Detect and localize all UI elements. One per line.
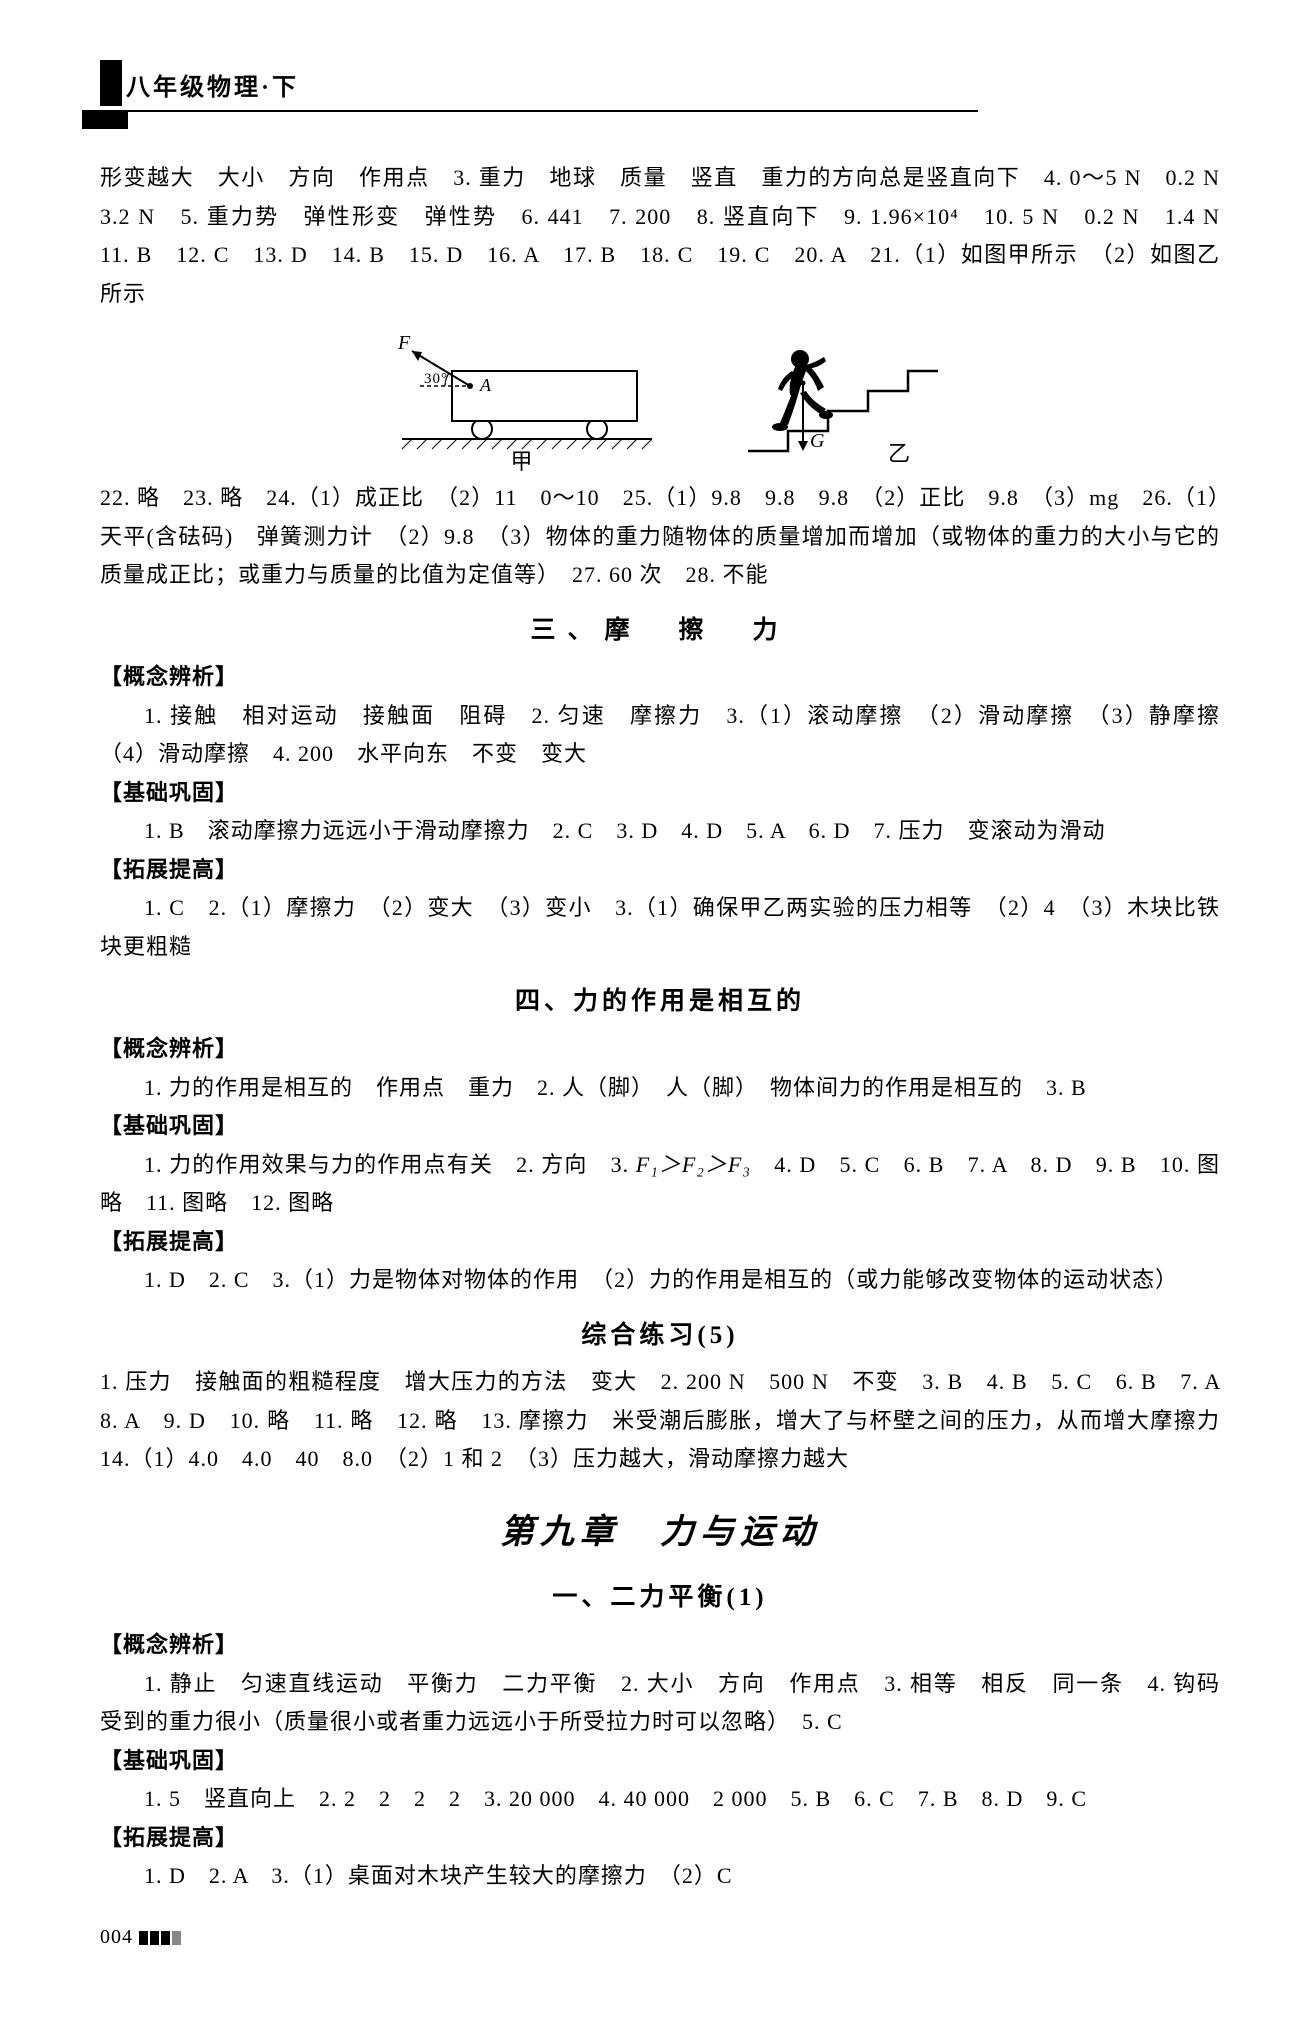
diagram-row: A F 30° 甲 (100, 331, 1220, 471)
diagram-jia: A F 30° 甲 (372, 331, 662, 471)
sec9-1-h2: 【基础巩固】 (100, 1742, 1220, 1781)
section-3-title: 三、摩 擦 力 (100, 609, 1220, 653)
header-ornament (100, 60, 122, 106)
sec9-1-p1: 1. 静止 匀速直线运动 平衡力 二力平衡 2. 大小 方向 作用点 3. 相等… (100, 1665, 1220, 1742)
sec3-h2: 【基础巩固】 (100, 774, 1220, 813)
sec5-p1: 1. 压力 接触面的粗糙程度 增大压力的方法 变大 2. 200 N 500 N… (100, 1363, 1220, 1479)
section-5-title: 综合练习(5) (100, 1314, 1220, 1358)
answers-block-1: 形变越大 大小 方向 作用点 3. 重力 地球 质量 竖直 重力的方向总是竖直向… (100, 159, 1220, 313)
sec9-1-p3: 1. D 2. A 3.（1）桌面对木块产生较大的摩擦力 （2）C (100, 1857, 1220, 1896)
footer-ornament (161, 1931, 170, 1945)
sec9-1-p2: 1. 5 竖直向上 2. 2 2 2 2 3. 20 000 4. 40 000… (100, 1780, 1220, 1819)
label-A: A (479, 375, 492, 395)
footer-ornament (172, 1931, 181, 1945)
page-footer: 004 (100, 1926, 1220, 1949)
header-sub-ornament (82, 111, 128, 129)
caption-jia: 甲 (510, 449, 533, 471)
sec3-h1: 【概念辨析】 (100, 658, 1220, 697)
sec9-1-h1: 【概念辨析】 (100, 1626, 1220, 1665)
page-number: 004 (100, 1926, 133, 1948)
footer-ornament (150, 1931, 159, 1945)
diagram-yi: G 乙 (728, 331, 948, 471)
sec3-p2: 1. B 滚动摩擦力远远小于滑动摩擦力 2. C 3. D 4. D 5. A … (100, 812, 1220, 851)
answers-block-2: 22. 略 23. 略 24.（1）成正比 （2）11 0～10 25.（1）9… (100, 479, 1220, 595)
label-G: G (810, 430, 825, 452)
sec3-p3: 1. C 2.（1）摩擦力 （2）变大 （3）变小 3.（1）确保甲乙两实验的压… (100, 889, 1220, 966)
label-F: F (397, 332, 411, 354)
header-rule (82, 110, 978, 112)
label-angle: 30° (424, 371, 448, 387)
sec3-h3: 【拓展提高】 (100, 851, 1220, 890)
sec3-p1: 1. 接触 相对运动 接触面 阻碍 2. 匀速 摩擦力 3.（1）滚动摩擦 （2… (100, 697, 1220, 774)
sec9-1-h3: 【拓展提高】 (100, 1819, 1220, 1858)
content: 形变越大 大小 方向 作用点 3. 重力 地球 质量 竖直 重力的方向总是竖直向… (100, 159, 1220, 1896)
sec4-h1: 【概念辨析】 (100, 1030, 1220, 1069)
caption-yi: 乙 (888, 441, 911, 466)
sec4-h3: 【拓展提高】 (100, 1223, 1220, 1262)
footer-ornament (139, 1931, 148, 1945)
section-4-title: 四、力的作用是相互的 (100, 980, 1220, 1024)
header-title: 八年级物理·下 (126, 67, 299, 106)
sec4-p2-f: F₁＞F₂＞F₃ (636, 1152, 751, 1177)
page-header: 八年级物理·下 (100, 60, 1220, 106)
sec4-h2: 【基础巩固】 (100, 1107, 1220, 1146)
sec4-p2-pre: 1. 力的作用效果与力的作用点有关 2. 方向 3. (144, 1152, 636, 1177)
sec4-p2: 1. 力的作用效果与力的作用点有关 2. 方向 3. F₁＞F₂＞F₃ 4. D… (100, 1146, 1220, 1223)
chapter-9-title: 第九章 力与运动 (100, 1503, 1220, 1563)
sec4-p3: 1. D 2. C 3.（1）力是物体对物体的作用 （2）力的作用是相互的（或力… (100, 1261, 1220, 1300)
page: 八年级物理·下 形变越大 大小 方向 作用点 3. 重力 地球 质量 竖直 重力… (0, 0, 1300, 1989)
section-9-1-title: 一、二力平衡(1) (100, 1576, 1220, 1620)
sec4-p1: 1. 力的作用是相互的 作用点 重力 2. 人（脚） 人（脚） 物体间力的作用是… (100, 1069, 1220, 1108)
